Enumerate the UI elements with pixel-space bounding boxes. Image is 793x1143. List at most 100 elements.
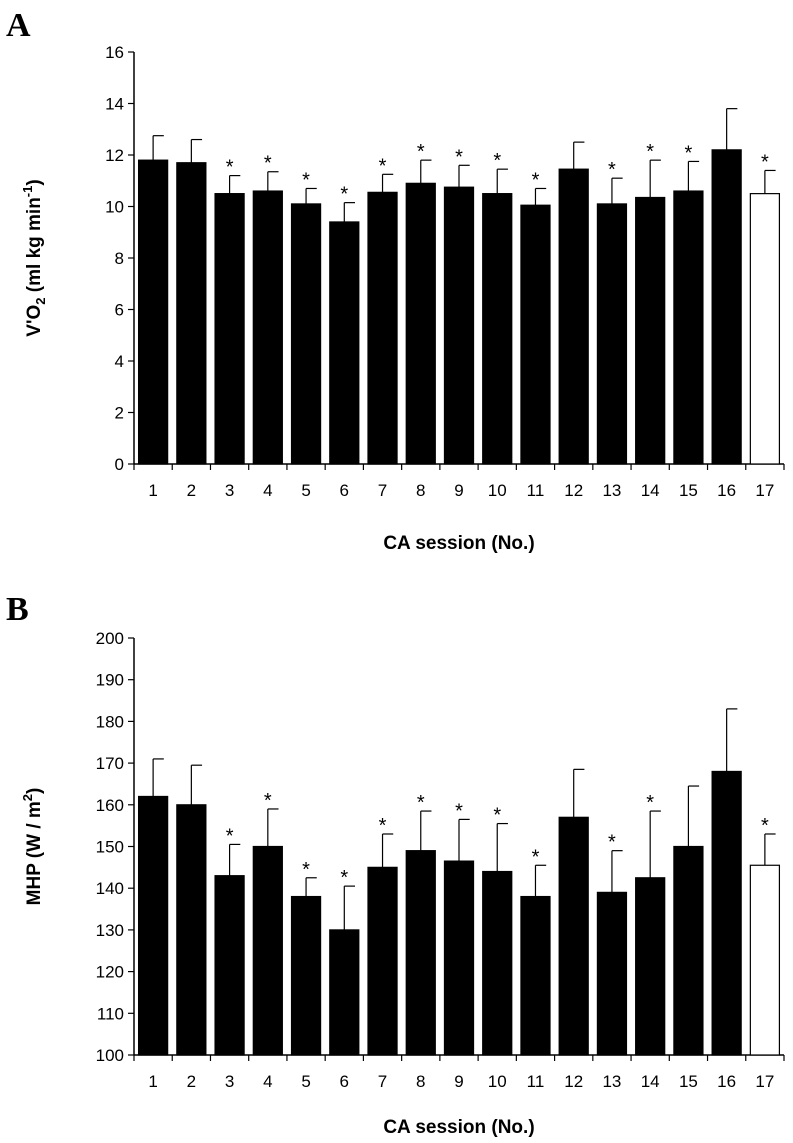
- x-tick-label: 4: [263, 1072, 272, 1091]
- x-tick-label: 8: [416, 1072, 425, 1091]
- y-tick-label: 150: [96, 838, 124, 857]
- bar: [443, 860, 475, 1056]
- x-tick-label: 11: [527, 1072, 545, 1091]
- x-tick-label: 7: [378, 481, 387, 500]
- bar: [214, 193, 245, 465]
- x-tick-label: 17: [755, 1072, 774, 1091]
- x-tick-label: 2: [187, 1072, 196, 1091]
- significance-marker: *: [532, 846, 540, 868]
- significance-marker: *: [417, 141, 425, 163]
- significance-marker: *: [493, 805, 501, 827]
- y-tick-label: 170: [96, 754, 124, 773]
- x-tick-label: 6: [340, 1072, 349, 1091]
- x-tick-label: 5: [301, 1072, 310, 1091]
- x-tick-label: 9: [454, 1072, 463, 1091]
- bar: [405, 182, 436, 465]
- y-tick-label: 16: [105, 43, 124, 62]
- bar: [252, 190, 283, 465]
- y-tick-label: 2: [115, 404, 124, 423]
- significance-marker: *: [608, 159, 616, 181]
- significance-marker: *: [264, 790, 272, 812]
- x-tick-label: 13: [602, 481, 621, 500]
- bar: [214, 875, 245, 1056]
- bar: [749, 193, 781, 465]
- y-axis-title-sub: 2: [33, 297, 48, 304]
- y-tick-label: 12: [105, 146, 124, 165]
- bar: [329, 929, 360, 1056]
- x-tick-label: 9: [454, 481, 463, 500]
- y-axis-title-suffix: ): [24, 788, 45, 794]
- y-tick-label: 4: [115, 352, 124, 371]
- significance-marker: *: [646, 141, 654, 163]
- x-tick-label: 6: [340, 481, 349, 500]
- bar: [405, 850, 436, 1056]
- bar: [329, 221, 360, 465]
- x-tick-label: 1: [148, 1072, 157, 1091]
- x-tick-label: 8: [416, 481, 425, 500]
- x-tick-label: 12: [564, 481, 583, 500]
- x-tick-label: 3: [225, 481, 234, 500]
- x-tick-label: 15: [679, 481, 698, 500]
- bar: [558, 816, 589, 1056]
- y-tick-label: 100: [96, 1046, 124, 1065]
- x-tick-label: 17: [755, 481, 774, 500]
- y-tick-label: 190: [96, 671, 124, 690]
- significance-marker: *: [226, 157, 234, 179]
- significance-marker: *: [379, 155, 387, 177]
- bar: [711, 770, 742, 1056]
- bar: [520, 204, 551, 465]
- y-axis-title-prefix: V'O: [24, 305, 45, 337]
- bar: [137, 159, 169, 465]
- significance-marker: *: [685, 142, 693, 164]
- x-tick-label: 1: [148, 481, 157, 500]
- x-tick-label: 12: [564, 1072, 583, 1091]
- bar: [367, 866, 398, 1056]
- y-tick-label: 0: [115, 455, 124, 474]
- x-tick-label: 3: [225, 1072, 234, 1091]
- significance-marker: *: [340, 867, 348, 889]
- bar: [176, 162, 207, 465]
- x-tick-label: 7: [378, 1072, 387, 1091]
- significance-marker: *: [532, 169, 540, 191]
- y-tick-label: 8: [115, 249, 124, 268]
- y-axis-title-prefix: MHP (W / m: [24, 801, 45, 905]
- bar: [290, 203, 322, 465]
- y-axis-title-suffix: ): [24, 179, 45, 185]
- significance-marker: *: [455, 146, 463, 168]
- y-tick-label: 180: [96, 712, 124, 731]
- y-tick-label: 14: [105, 95, 124, 114]
- bar: [635, 877, 666, 1056]
- y-axis-title-sup: -1: [20, 186, 35, 198]
- x-tick-label: 13: [602, 1072, 621, 1091]
- bar: [482, 870, 513, 1056]
- bar: [635, 196, 666, 465]
- significance-marker: *: [264, 153, 272, 175]
- x-tick-label: 15: [679, 1072, 698, 1091]
- significance-marker: *: [761, 151, 769, 173]
- y-tick-label: 120: [96, 963, 124, 982]
- panel-letter-a: A: [6, 7, 31, 44]
- bar: [520, 895, 551, 1056]
- y-tick-label: 6: [115, 301, 124, 320]
- x-tick-label: 16: [717, 481, 736, 500]
- y-tick-label: 200: [96, 629, 124, 648]
- x-tick-label: 14: [641, 1072, 660, 1091]
- panel-letter-b: B: [6, 591, 29, 628]
- x-tick-label: 11: [527, 481, 545, 500]
- y-tick-label: 110: [97, 1004, 124, 1023]
- x-tick-label: 2: [187, 481, 196, 500]
- x-tick-label: 10: [488, 1072, 507, 1091]
- significance-marker: *: [302, 859, 310, 881]
- bar: [711, 149, 742, 465]
- significance-marker: *: [455, 800, 463, 822]
- bar: [176, 804, 207, 1056]
- bar: [252, 845, 283, 1056]
- y-tick-label: 160: [96, 796, 124, 815]
- significance-marker: *: [608, 832, 616, 854]
- x-axis-title: CA session (No.): [383, 1117, 534, 1138]
- bar: [367, 191, 398, 465]
- y-tick-label: 130: [96, 921, 124, 940]
- x-tick-label: 14: [641, 481, 660, 500]
